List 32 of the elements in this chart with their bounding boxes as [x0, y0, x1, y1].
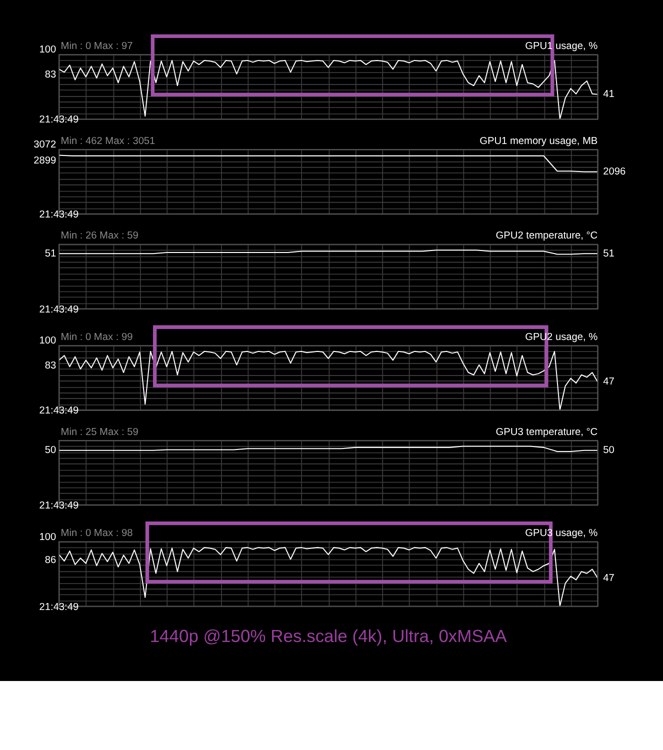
text: 100 — [39, 44, 57, 56]
text: 1440p @150% Res.scale (4k), Ultra, 0xMSAA — [150, 626, 508, 646]
text: 100 — [39, 336, 57, 347]
chart-subtitle: Min : 26 Max : 59 — [60, 230, 139, 242]
text: 86 — [44, 554, 57, 566]
text: 47 — [603, 572, 615, 584]
chart-title: GPU3 temperature, °C — [496, 426, 598, 438]
annotation: 21:43:49 — [39, 406, 79, 417]
chart-subtitle: Min : 0 Max : 99 — [60, 332, 134, 344]
text: 50 — [603, 445, 615, 456]
chart-title: GPU2 temperature, °C — [496, 230, 598, 242]
text: 2899 — [34, 156, 57, 167]
chart-subtitle: Min : 462 Max : 3051 — [60, 136, 156, 147]
text: 100 — [39, 532, 57, 543]
text: 51 — [603, 248, 615, 260]
annotation: 21:43:49 — [39, 210, 79, 221]
annotation: 21:43:49 — [39, 602, 79, 613]
chart-subtitle: Min : 25 Max : 59 — [60, 426, 139, 438]
text: 83 — [44, 70, 57, 81]
chart-title: GPU1 memory usage, MB — [480, 136, 598, 147]
text: 51 — [44, 248, 57, 260]
chart-subtitle: Min : 0 Max : 98 — [60, 528, 134, 540]
text: 41 — [603, 89, 615, 100]
annotation: 21:43:49 — [39, 304, 79, 316]
text: 47 — [603, 376, 615, 388]
text: 83 — [44, 360, 57, 372]
text: 3072 — [34, 140, 57, 151]
chart-subtitle: Min : 0 Max : 97 — [60, 41, 134, 52]
annotation: 21:43:49 — [39, 500, 79, 512]
text: 2096 — [603, 166, 626, 178]
annotation: 21:43:49 — [39, 114, 79, 126]
text: 50 — [44, 445, 57, 456]
